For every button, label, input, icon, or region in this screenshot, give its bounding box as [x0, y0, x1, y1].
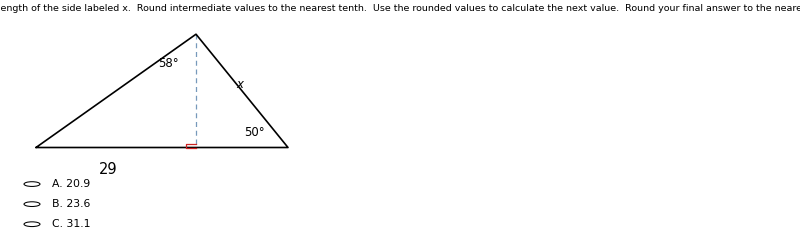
Text: Find the length of the side labeled x.  Round intermediate values to the nearest: Find the length of the side labeled x. R…	[0, 4, 800, 13]
Text: B. 23.6: B. 23.6	[52, 199, 90, 209]
Text: 58°: 58°	[158, 57, 178, 70]
Text: 29: 29	[98, 162, 118, 177]
Text: 50°: 50°	[244, 126, 265, 139]
Text: x: x	[237, 78, 243, 92]
Text: A. 20.9: A. 20.9	[52, 179, 90, 189]
Text: C. 31.1: C. 31.1	[52, 219, 90, 229]
